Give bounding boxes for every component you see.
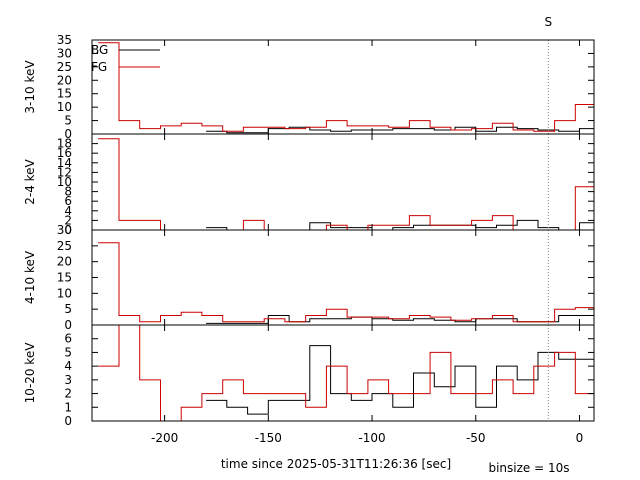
y-tick-label: 0 bbox=[64, 127, 72, 141]
y-axis-label: 4-10 keV bbox=[23, 250, 37, 304]
y-tick-label: 5 bbox=[64, 302, 72, 316]
y-tick-label: 2 bbox=[64, 387, 72, 401]
series-fg-line bbox=[98, 138, 594, 230]
y-tick-label: 4 bbox=[64, 204, 72, 218]
legend-label-bg: BG bbox=[91, 43, 108, 57]
y-axis-label: 3-10 keV bbox=[23, 60, 37, 114]
x-axis-label: time since 2025-05-31T11:26:36 [sec] bbox=[221, 457, 451, 471]
series-fg-line bbox=[98, 242, 594, 323]
y-tick-label: 25 bbox=[57, 60, 72, 74]
y-axis-label: 2-4 keV bbox=[23, 158, 37, 204]
y-axis-label: 10-20 keV bbox=[23, 342, 37, 404]
y-tick-label: 15 bbox=[57, 271, 72, 285]
y-tick-label: 2 bbox=[64, 213, 72, 227]
panel-frame bbox=[91, 324, 595, 422]
y-tick-label: 8 bbox=[64, 185, 72, 199]
panel-frame bbox=[91, 229, 595, 326]
series-bg-line bbox=[206, 315, 594, 324]
y-tick-label: 5 bbox=[64, 345, 72, 359]
x-tick-label: 0 bbox=[576, 431, 584, 445]
y-tick-label: 4 bbox=[64, 359, 72, 373]
y-tick-label: 10 bbox=[57, 100, 72, 114]
y-tick-label: 30 bbox=[57, 46, 72, 60]
marker-label: S bbox=[545, 15, 553, 29]
series-fg-line bbox=[98, 42, 594, 132]
y-tick-label: 35 bbox=[57, 33, 72, 47]
series-bg-line bbox=[206, 219, 594, 230]
y-tick-label: 0 bbox=[64, 414, 72, 428]
y-tick-label: 14 bbox=[57, 156, 72, 170]
y-tick-label: 6 bbox=[64, 332, 72, 346]
panel-frame bbox=[91, 133, 595, 231]
y-tick-label: 10 bbox=[57, 286, 72, 300]
y-tick-label: 16 bbox=[57, 146, 72, 160]
y-tick-label: 3 bbox=[64, 373, 72, 387]
y-tick-label: 0 bbox=[64, 223, 72, 237]
y-tick-label: 12 bbox=[57, 165, 72, 179]
x-tick-label: -100 bbox=[358, 431, 385, 445]
binsize-note: binsize = 10s bbox=[488, 461, 569, 475]
y-tick-label: 30 bbox=[57, 223, 72, 237]
y-tick-label: 6 bbox=[64, 194, 72, 208]
y-tick-label: 5 bbox=[64, 114, 72, 128]
y-tick-label: 15 bbox=[57, 87, 72, 101]
y-tick-label: 20 bbox=[57, 255, 72, 269]
x-tick-label: -200 bbox=[151, 431, 178, 445]
y-tick-label: 0 bbox=[64, 318, 72, 332]
y-tick-label: 20 bbox=[57, 73, 72, 87]
x-tick-label: -50 bbox=[466, 431, 486, 445]
y-tick-label: 10 bbox=[57, 175, 72, 189]
legend: BG FG bbox=[91, 43, 160, 74]
legend-label-fg: FG bbox=[91, 60, 107, 74]
y-tick-label: 18 bbox=[57, 137, 72, 151]
series-bg-line bbox=[206, 345, 594, 415]
x-tick-label: -150 bbox=[255, 431, 282, 445]
y-tick-label: 1 bbox=[64, 400, 72, 414]
panel-frame bbox=[91, 39, 595, 135]
series-fg-line bbox=[98, 325, 594, 421]
x-axis: -200 -150 -100 -50 0 bbox=[151, 431, 583, 445]
series-bg-line bbox=[206, 126, 594, 134]
y-tick-label: 25 bbox=[57, 239, 72, 253]
